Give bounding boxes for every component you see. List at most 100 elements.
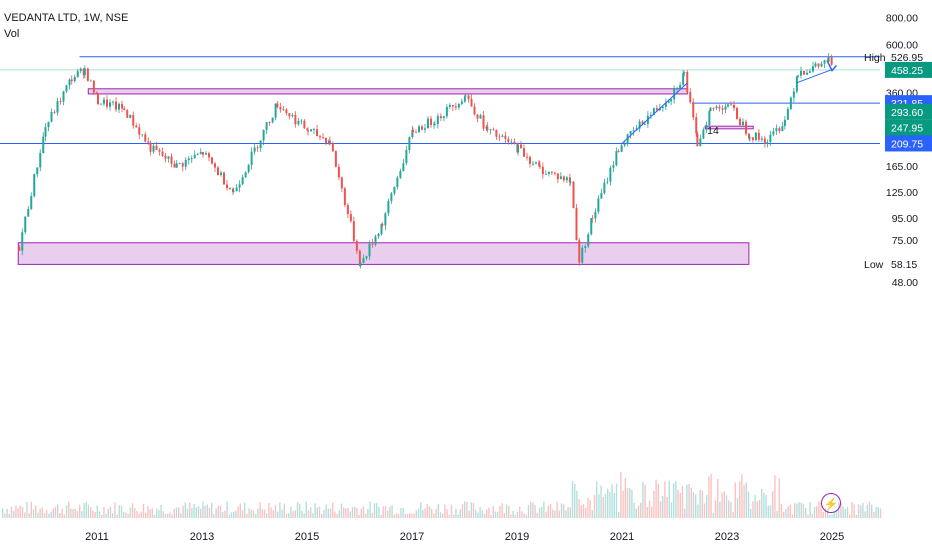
volume-bar — [299, 503, 301, 518]
volume-bar — [798, 501, 800, 518]
candle-body — [241, 177, 244, 185]
candle-body — [433, 123, 436, 125]
candle-body — [181, 163, 184, 167]
volume-bar — [83, 502, 85, 518]
candle-body — [319, 136, 321, 138]
volume-bar — [17, 508, 19, 518]
candle-body — [584, 246, 587, 248]
volume-bar — [171, 514, 173, 518]
candle-body — [313, 129, 315, 130]
volume-indicator-label[interactable]: Vol — [4, 28, 20, 40]
candle-body — [439, 116, 442, 119]
candle-body — [30, 196, 33, 209]
candle-body — [325, 137, 327, 144]
volume-bar — [455, 508, 457, 518]
candle-body — [430, 118, 432, 125]
volume-bar — [846, 506, 849, 518]
volume-bar — [215, 508, 217, 518]
candle-body — [649, 114, 652, 116]
price-tag-value: 293.60 — [891, 107, 923, 119]
candle-body — [492, 129, 495, 131]
candle-body — [187, 158, 190, 161]
volume-bar — [532, 502, 534, 518]
volume-bar — [877, 507, 879, 518]
candle-body — [27, 208, 30, 217]
volume-bar — [321, 513, 323, 518]
volume-bar — [325, 504, 327, 518]
volume-bar — [107, 508, 109, 518]
volume-bar — [184, 502, 186, 518]
candle-body — [538, 165, 541, 167]
candle-body — [377, 234, 380, 237]
volume-bar — [585, 507, 587, 518]
candle-body — [226, 184, 228, 189]
volume-bar — [538, 507, 541, 518]
candle-body — [276, 103, 279, 108]
volume-bar — [703, 503, 706, 518]
x-tick-label: 2019 — [505, 531, 529, 543]
candle-body — [769, 134, 772, 143]
candle-body — [745, 121, 747, 134]
price-tag-box — [885, 103, 932, 120]
candle-body — [451, 104, 454, 107]
volume-bar — [142, 503, 145, 518]
volume-bar — [398, 514, 400, 518]
volume-bar — [373, 503, 376, 518]
price-tag-box — [885, 135, 932, 152]
bolt-icon[interactable]: ⚡ — [821, 493, 841, 513]
candle-body — [658, 108, 661, 111]
volume-bar — [461, 504, 464, 518]
volume-bar — [681, 485, 684, 518]
volume-bar — [158, 510, 160, 518]
volume-bar — [316, 507, 318, 518]
volume-bar — [380, 514, 382, 518]
volume-bar — [552, 509, 554, 518]
candle-body — [575, 208, 578, 241]
volume-bar — [336, 514, 338, 518]
candle-body — [626, 134, 629, 144]
volume-bar — [389, 506, 391, 518]
candle-body — [328, 140, 331, 144]
candle-body — [754, 132, 757, 141]
volume-bar — [347, 508, 349, 518]
volume-bar — [580, 505, 582, 518]
price-tag-caption: High — [864, 52, 886, 64]
candle-body — [380, 223, 383, 235]
candle-body — [609, 167, 612, 182]
volume-bar — [415, 510, 417, 518]
candle-body — [795, 76, 798, 92]
volume-bar — [182, 505, 184, 518]
symbol-title[interactable]: VEDANTA LTD, 1W, NSE — [4, 12, 129, 24]
volume-bar — [633, 502, 635, 518]
price-tag-caption: Low — [864, 259, 884, 271]
volume-bar — [237, 506, 239, 518]
volume-bar — [193, 503, 195, 518]
trendline — [796, 69, 833, 84]
volume-bar — [791, 514, 794, 518]
candle-body — [686, 72, 689, 93]
candle-body — [568, 177, 571, 183]
volume-bar — [622, 490, 624, 518]
price-tag-value: 58.15 — [891, 259, 917, 271]
candle-body — [53, 111, 56, 113]
candle-body — [550, 171, 553, 173]
volume-bar — [208, 507, 211, 518]
volume-bar — [65, 505, 68, 518]
volume-bar — [228, 514, 230, 518]
volume-bar — [164, 513, 167, 518]
volume-bar — [785, 509, 787, 518]
candle-body — [632, 130, 635, 132]
volume-bar — [94, 511, 96, 518]
candle-body — [132, 114, 135, 126]
volume-bar — [92, 510, 94, 518]
candle-body — [402, 163, 405, 172]
volume-bar — [490, 514, 492, 518]
candle-body — [208, 153, 210, 158]
candle-body — [775, 128, 778, 132]
volume-bar — [268, 503, 270, 518]
volume-bar — [118, 505, 120, 518]
volume-bar — [732, 512, 734, 518]
volume-bar — [679, 492, 681, 518]
candle-body — [352, 221, 355, 241]
